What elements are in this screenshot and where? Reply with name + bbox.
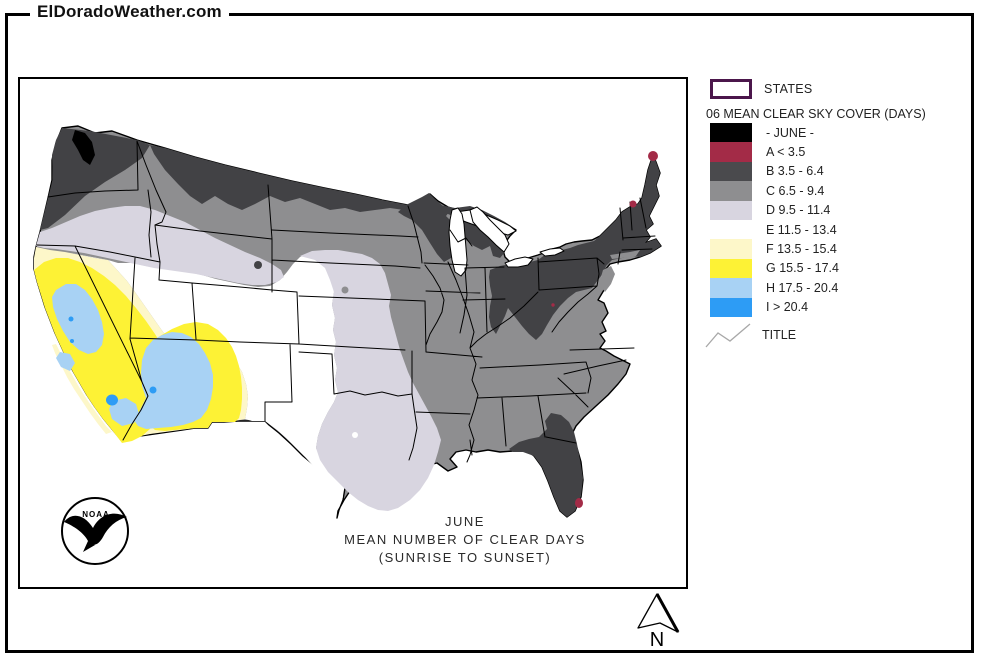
region-class-i-dot-1 [68,316,74,322]
gray-dot-nebraska [341,286,349,294]
region-class-d-west [36,206,284,285]
legend-swatch-june [710,123,752,143]
legend: - JUNE - A < 3.5 B 3.5 - 6.4 C 6.5 - 9.4… [710,123,839,317]
legend-swatch-g [710,258,752,279]
annotation-subtitle: (SUNRISE TO SUNSET) [378,550,552,565]
lake-erie [504,256,534,268]
region-class-a-maine [648,151,658,161]
legend-class-row: E 11.5 - 13.4 [710,219,839,240]
legend-swatch-c [710,181,752,201]
region-class-h-socal [109,398,139,426]
region-class-b-montana [150,145,408,212]
region-class-h-arizona [134,332,213,429]
region-class-june-washington [72,130,95,165]
legend-swatch-e [710,219,752,240]
region-class-d-plains [300,250,441,511]
legend-class-row: B 3.5 - 6.4 [710,161,839,182]
north-arrow [637,593,680,633]
region-class-i-yuma [106,394,118,406]
us-map-group [33,125,662,519]
legend-swatch-f [710,239,752,259]
legend-class-row: - JUNE - [710,123,839,143]
region-longisland-gray [610,250,640,259]
legend-class-row: F 13.5 - 15.4 [710,239,839,259]
legend-layer-title: 06 MEAN CLEAR SKY COVER (DAYS) [706,107,926,121]
noaa-logo-text: NOAA [82,510,110,519]
states-swatch [710,79,752,99]
north-arrow-label: N [649,629,665,651]
legend-swatch-i [710,297,752,317]
region-class-i-dot-2 [70,339,74,343]
region-class-h-central-valley [52,284,104,354]
annotation-month: JUNE [445,514,485,529]
lake-huron [469,206,510,253]
legend-swatch-d [710,200,752,220]
legend-class-row: C 6.5 - 9.4 [710,181,839,201]
legend-class-row: I > 20.4 [710,297,839,317]
page-border [5,13,974,653]
map-annotation: JUNE MEAN NUMBER OF CLEAR DAYS (SUNRISE … [320,513,610,567]
site-title: ElDoradoWeather.com [30,2,229,22]
legend-class-row: D 9.5 - 11.4 [710,200,839,220]
annotation-title: MEAN NUMBER OF CLEAR DAYS [344,532,586,547]
noaa-logo [61,497,129,565]
legend-class-row: G 15.5 - 17.4 [710,258,839,279]
region-class-a-florida [575,498,583,508]
legend-states-row: STATES [710,79,813,99]
legend-swatch-h [710,278,752,298]
legend-class-row: H 17.5 - 20.4 [710,278,839,298]
states-label: STATES [764,82,813,96]
legend-class-row: A < 3.5 [710,142,839,162]
region-class-i-dot-arizona [149,386,157,394]
region-class-b-florida [509,413,583,517]
title-zigzag-icon [705,323,751,348]
region-class-e [65,251,343,504]
legend-swatch-a [710,142,752,162]
region-class-b-northeast [489,155,661,340]
state-boundaries [36,140,656,463]
white-dot-texas [352,432,358,438]
region-class-a-newhampshire [629,200,637,208]
region-snj-gray [599,266,615,292]
region-class-h-central-valley-south [56,352,75,371]
legend-swatch-b [710,161,752,182]
region-class-b-dot-oregon [254,261,262,269]
region-class-b-northwest [40,128,150,230]
legend-title-label: TITLE [762,328,797,342]
region-class-a-westvirginia [551,303,555,307]
lake-ontario [539,247,565,257]
